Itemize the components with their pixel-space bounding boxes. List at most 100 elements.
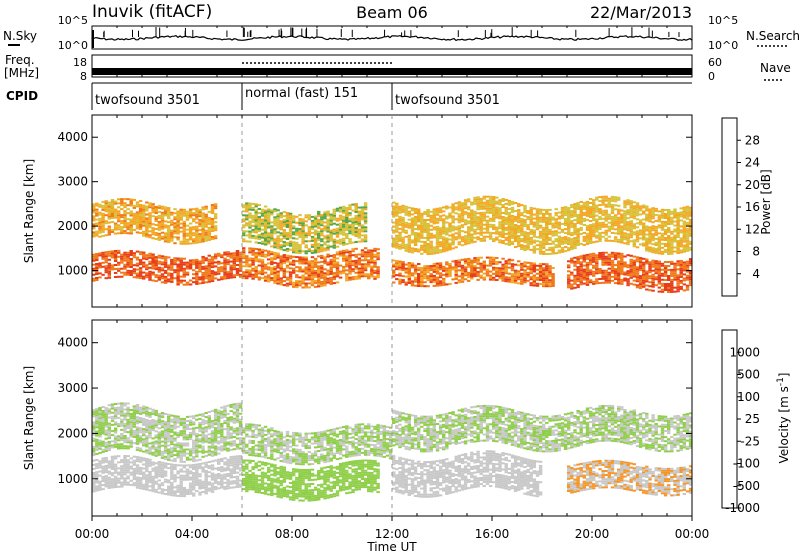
echo-cell — [313, 219, 318, 222]
echo-cell — [148, 222, 152, 225]
echo-cell — [157, 238, 162, 241]
echo-cell — [448, 242, 452, 245]
echo-cell — [410, 239, 415, 242]
echo-cell — [582, 258, 587, 261]
echo-cell — [438, 211, 443, 214]
echo-cell — [201, 230, 205, 233]
echo-cell — [626, 211, 630, 214]
echo-cell — [467, 198, 471, 201]
echo-cell — [517, 213, 521, 216]
echo-cell — [573, 241, 577, 244]
echo-cell — [245, 271, 249, 274]
echo-cell — [101, 484, 105, 487]
echo-cell — [270, 233, 274, 236]
echo-cell — [623, 200, 627, 203]
echo-cell — [167, 217, 171, 220]
echo-cell — [601, 271, 605, 274]
echo-cell — [335, 273, 340, 276]
echo-cell — [148, 270, 152, 273]
echo-cell — [263, 215, 268, 218]
echo-cell — [520, 244, 524, 247]
cpid-label: CPID — [6, 89, 38, 103]
echo-cell — [438, 215, 443, 218]
echo-cell — [292, 237, 296, 240]
echo-cell — [363, 236, 368, 239]
echo-cell — [185, 242, 190, 245]
echo-cell — [167, 256, 171, 259]
echo-cell — [626, 243, 630, 246]
echo-cell — [204, 229, 208, 232]
echo-cell — [126, 269, 130, 272]
echo-cell — [523, 237, 527, 240]
echo-cell — [654, 225, 658, 228]
echo-cell — [185, 271, 190, 274]
echo-cell — [113, 465, 118, 468]
echo-cell — [207, 226, 212, 229]
echo-cell — [104, 206, 108, 209]
echo-cell — [132, 254, 137, 257]
echo-cell — [154, 260, 158, 263]
echo-cell — [317, 248, 321, 251]
echo-cell — [563, 218, 568, 221]
echo-cell — [270, 221, 274, 224]
echo-cell — [548, 216, 552, 219]
echo-cell — [317, 255, 321, 258]
echo-cell — [663, 231, 668, 233]
echo-cell — [467, 261, 471, 264]
echo-cell — [485, 231, 490, 234]
echo-cell — [129, 220, 133, 223]
echo-cell — [548, 228, 552, 231]
echo-cell — [451, 241, 455, 244]
echo-cell — [454, 212, 458, 215]
echo-cell — [335, 267, 340, 270]
echo-cell — [332, 254, 337, 257]
echo-cell — [254, 221, 258, 224]
echo-cell — [210, 280, 215, 283]
echo-cell — [663, 217, 668, 219]
echo-cell — [310, 221, 315, 224]
echo-cell — [335, 269, 340, 272]
echo-cell — [307, 286, 312, 289]
echo-cell — [545, 211, 549, 213]
echo-cell — [182, 238, 187, 241]
echo-cell — [148, 266, 152, 269]
echo-cell — [435, 251, 440, 254]
echo-cell — [176, 212, 180, 215]
echo-cell — [317, 267, 321, 270]
echo-cell — [298, 224, 302, 227]
echo-cell — [579, 210, 583, 213]
echo-cell — [429, 242, 433, 245]
echo-cell — [117, 232, 121, 235]
echo-cell — [620, 235, 624, 238]
echo-cell — [154, 234, 158, 236]
echo-cell — [582, 213, 587, 216]
echo-cell — [304, 240, 308, 243]
echo-cell — [485, 205, 490, 208]
echo-cell — [138, 263, 143, 266]
echo-cell — [101, 257, 105, 260]
echo-cell — [579, 269, 583, 272]
echo-cell — [226, 273, 230, 276]
echo-cell — [488, 197, 493, 200]
echo-cell — [292, 225, 296, 228]
echo-cell — [595, 218, 599, 221]
echo-cell — [195, 274, 199, 277]
echo-cell — [351, 227, 355, 230]
echo-cell — [298, 214, 302, 217]
echo-cell — [435, 233, 440, 236]
echo-cell — [592, 235, 596, 238]
echo-cell — [548, 285, 552, 288]
echo-cell — [482, 227, 487, 230]
echo-cell — [445, 275, 449, 278]
echo-cell — [667, 241, 671, 243]
echo-cell — [485, 211, 490, 214]
echo-cell — [395, 228, 399, 231]
echo-cell — [398, 223, 402, 226]
echo-cell — [135, 219, 140, 222]
echo-cell — [304, 216, 308, 219]
echo-cell — [213, 205, 218, 208]
echo-cell — [407, 226, 412, 229]
echo-cell — [276, 231, 280, 234]
echo-cell — [435, 217, 440, 220]
echo-cell — [120, 483, 124, 486]
